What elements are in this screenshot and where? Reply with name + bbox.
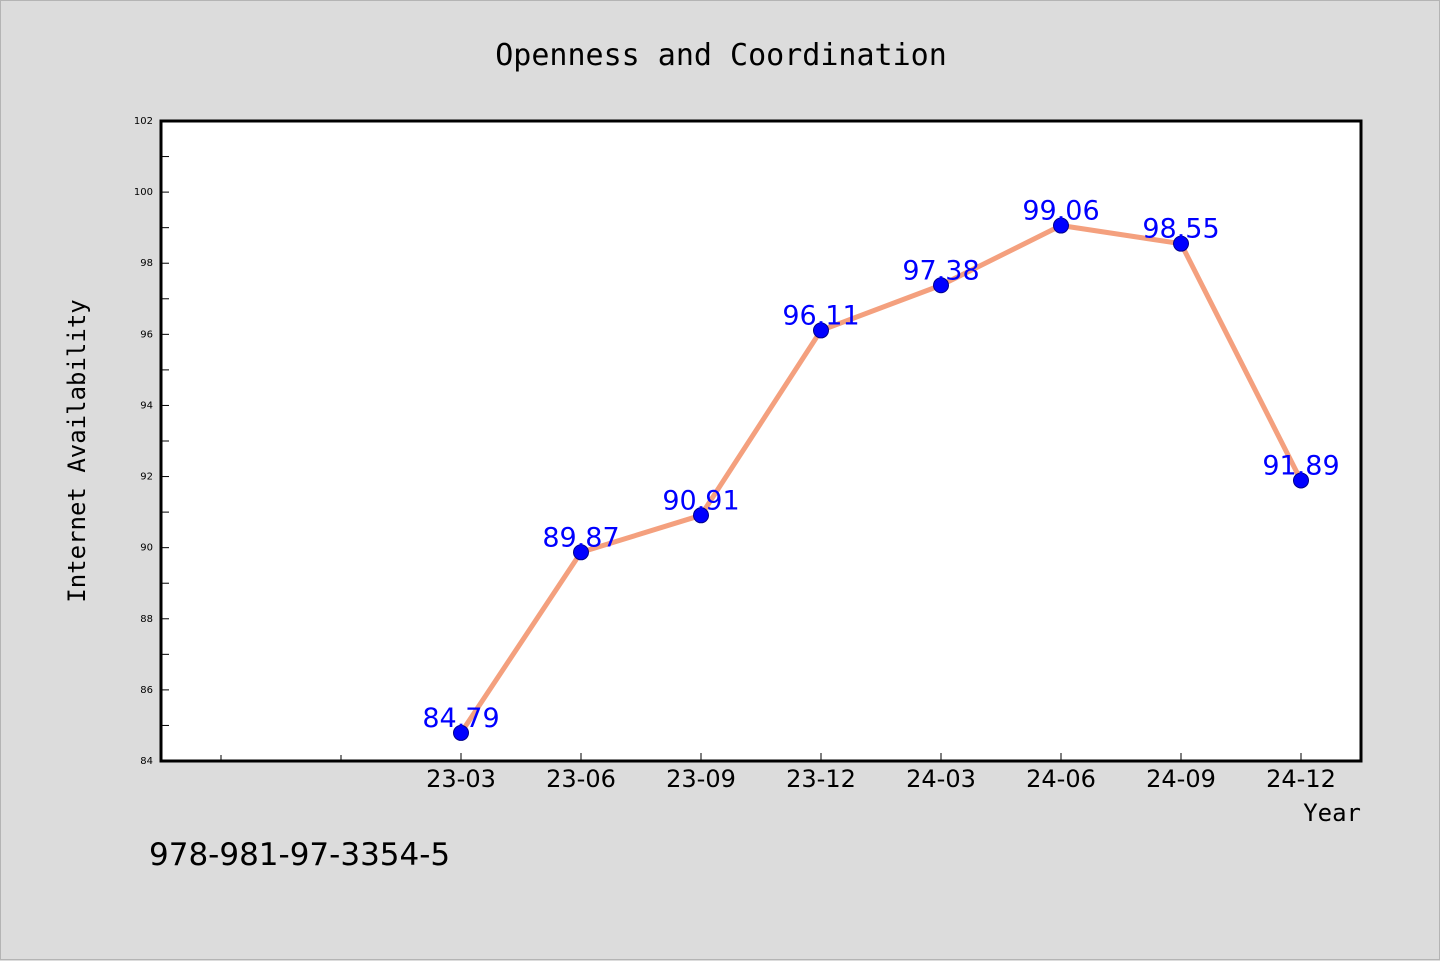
data-labels: 84.79 89.87 90.91 96.11 97.38 99.06 98.55 91.89	[422, 196, 1339, 734]
x-axis: 23-03 23-06 23-09 23-12 24-03 24-06 24-09 24-12	[220, 753, 1336, 793]
data-label: 91.89	[1262, 450, 1339, 481]
y-tick-label: 88	[140, 614, 153, 625]
data-point	[1173, 235, 1189, 252]
y-axis-label: Internet Availability	[63, 299, 91, 602]
data-label: 96.11	[782, 300, 859, 331]
y-tick-label: 92	[140, 472, 153, 483]
y-axis: 84 86 88 90 92 94 96 98 100 102	[134, 116, 169, 767]
x-tick-label: 23-12	[786, 765, 856, 793]
data-point	[933, 277, 949, 294]
y-tick-label: 96	[140, 329, 153, 340]
series-line-group	[458, 223, 1304, 735]
x-tick-label: 24-09	[1146, 765, 1216, 793]
y-tick-label: 84	[140, 756, 153, 767]
y-tick-label: 94	[140, 400, 153, 411]
x-tick-label: 24-06	[1026, 765, 1096, 793]
data-label: 84.79	[422, 703, 499, 734]
data-point	[1053, 217, 1069, 234]
x-tick-label: 23-06	[546, 765, 616, 793]
y-tick-label: 98	[140, 258, 153, 269]
isbn-footer: 978-981-97-3354-5	[149, 837, 450, 873]
data-label: 89.87	[542, 522, 619, 553]
y-tick-label: 100	[134, 187, 153, 198]
data-label: 98.55	[1142, 214, 1219, 245]
x-tick-label: 24-03	[906, 765, 976, 793]
data-label: 97.38	[902, 255, 979, 286]
x-tick-label: 23-09	[666, 765, 736, 793]
y-tick-label: 90	[140, 543, 153, 554]
plot-area	[159, 119, 1363, 763]
data-label: 90.91	[662, 485, 739, 516]
series-markers	[453, 217, 1309, 741]
y-tick-label: 102	[134, 116, 153, 127]
x-tick-label: 24-12	[1266, 765, 1336, 793]
data-point	[693, 507, 709, 524]
data-point	[453, 724, 469, 741]
x-tick-label: 23-03	[426, 765, 496, 793]
data-point	[1293, 472, 1309, 489]
data-label: 99.06	[1022, 196, 1099, 227]
series-line	[458, 223, 1304, 735]
chart-title: Openness and Coordination	[495, 38, 947, 73]
data-point	[813, 322, 829, 339]
data-point	[573, 544, 589, 561]
y-tick-label: 86	[140, 685, 153, 696]
x-axis-label: Year	[1303, 799, 1361, 827]
